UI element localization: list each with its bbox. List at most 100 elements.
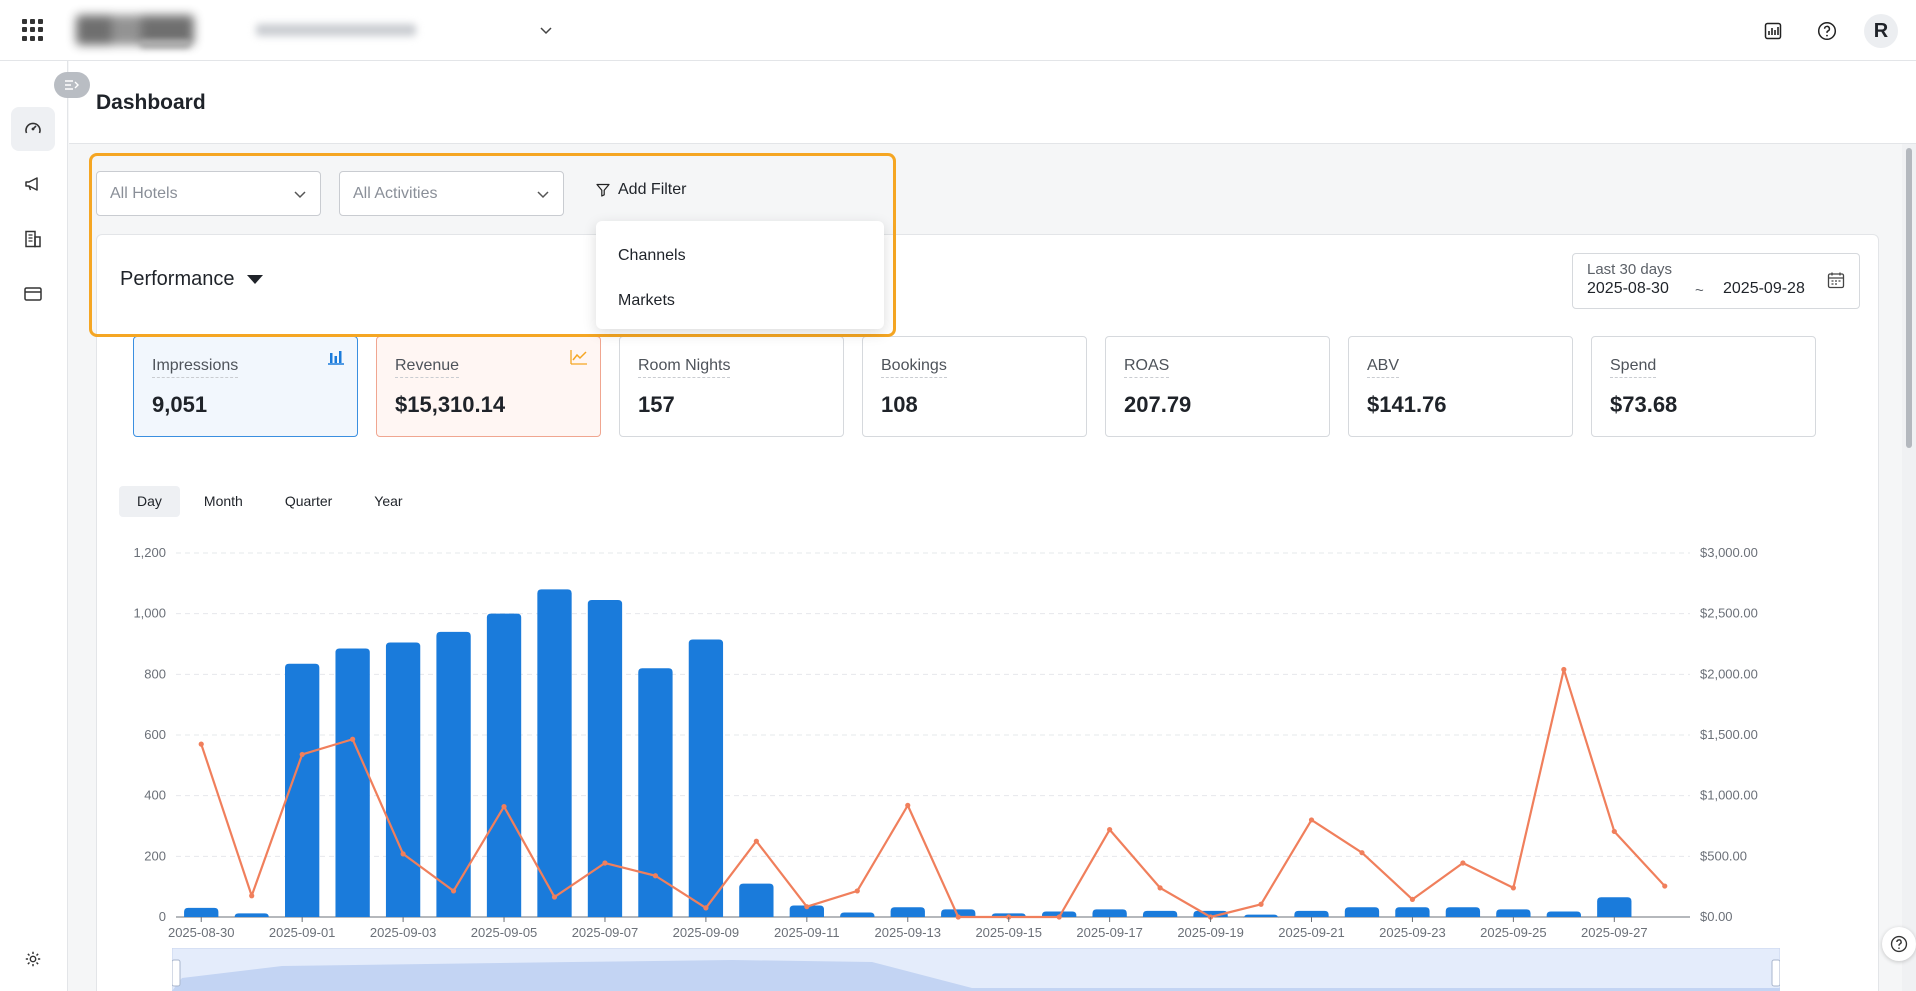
revenue-point (1662, 883, 1668, 889)
revenue-line (200, 668, 1666, 919)
y-left-tick-label: 1,200 (133, 545, 166, 560)
gear-icon (25, 951, 41, 967)
user-avatar[interactable]: R (1864, 14, 1898, 48)
zoom-handle-left[interactable] (172, 959, 181, 987)
chart-bar (1597, 897, 1632, 917)
chart-bar (436, 631, 471, 917)
chart-bar (486, 613, 522, 917)
performance-dropdown[interactable]: Performance (120, 268, 263, 291)
tab-quarter[interactable]: Quarter (284, 493, 333, 509)
zoom-handle-right[interactable] (1771, 959, 1780, 987)
chart-bar (688, 639, 724, 917)
activities-select-placeholder: All Activities (353, 185, 438, 202)
revenue-point (1510, 885, 1516, 891)
revenue-point (905, 802, 911, 808)
date-range-picker[interactable]: Last 30 days 2025-08-30 ~ 2025-09-28 (1572, 253, 1860, 309)
chart-bar (587, 600, 623, 917)
page-header: Dashboard (69, 61, 1916, 144)
property-selector[interactable] (248, 14, 560, 46)
sidebar-item-billing[interactable] (11, 272, 55, 316)
tab-year[interactable]: Year (374, 493, 403, 509)
bar-chart-icon (328, 351, 344, 365)
y-left-tick-label: 200 (144, 848, 166, 863)
add-filter-button[interactable]: Add Filter (596, 181, 686, 199)
date-range-end[interactable]: 2025-09-28 (1723, 280, 1805, 297)
help-icon[interactable] (1810, 14, 1844, 48)
revenue-point (1308, 817, 1315, 823)
sidebar-item-properties[interactable] (11, 217, 55, 261)
collapse-menu-icon (65, 80, 79, 90)
y-right-tick-label: $1,000.00 (1700, 788, 1758, 803)
building-icon (25, 230, 41, 248)
revenue-point (450, 888, 457, 894)
metric-value: 9,051 (152, 392, 208, 417)
chart-bar (1243, 914, 1279, 919)
chart-bar (234, 913, 269, 918)
chart-bar (285, 663, 320, 917)
sidebar-item-settings[interactable] (11, 937, 55, 981)
caret-down-icon (246, 275, 263, 284)
metric-card-room-nights[interactable]: Room Nights 157 (619, 336, 844, 437)
chart-bar (1344, 907, 1380, 917)
metric-card-abv[interactable]: ABV $141.76 (1348, 336, 1573, 437)
chart-bar (890, 907, 925, 917)
x-tick-label: 2025-09-19 (1177, 925, 1244, 940)
metric-value: $73.68 (1610, 392, 1678, 417)
revenue-point (1107, 827, 1113, 833)
sidebar-item-campaigns[interactable] (11, 162, 55, 206)
revenue-point (249, 893, 255, 899)
activities-select[interactable]: All Activities (339, 171, 564, 216)
menu-item-channels[interactable]: Channels (618, 247, 686, 264)
hotels-select[interactable]: All Hotels (96, 171, 321, 216)
revenue-point (753, 838, 759, 844)
x-tick-label: 2025-09-07 (572, 925, 639, 940)
sidebar-collapse-button[interactable] (54, 72, 90, 98)
sidebar-item-dashboard[interactable] (11, 107, 55, 151)
date-range-start[interactable]: 2025-08-30 (1587, 280, 1669, 297)
metric-card-roas[interactable]: ROAS 207.79 (1105, 336, 1330, 437)
metric-card-bookings[interactable]: Bookings 108 (862, 336, 1087, 437)
revenue-point (1409, 896, 1416, 903)
chart-bar (1042, 911, 1077, 917)
revenue-point (652, 873, 659, 879)
dashboard-gauge-icon (25, 122, 41, 134)
page-scrollbar[interactable] (1902, 144, 1916, 991)
y-left-tick-label: 600 (144, 727, 166, 742)
property-selector-value (256, 24, 416, 36)
revenue-point (198, 741, 204, 747)
x-tick-label: 2025-09-21 (1278, 925, 1345, 940)
revenue-point (602, 860, 608, 866)
chart-bar (537, 589, 572, 917)
chart-bar (789, 905, 824, 917)
report-icon[interactable] (1756, 14, 1790, 48)
tab-month[interactable]: Month (203, 493, 243, 509)
revenue-point (955, 914, 961, 920)
menu-item-markets[interactable]: Markets (618, 292, 675, 309)
revenue-point (501, 803, 507, 810)
chart-zoom-slider[interactable] (172, 948, 1780, 991)
chart-bar (1445, 907, 1481, 917)
metric-label: Revenue (395, 357, 460, 378)
metric-label: Spend (1610, 357, 1657, 378)
y-right-tick-label: $2,500.00 (1700, 606, 1758, 621)
apps-grid-icon[interactable] (22, 19, 44, 41)
chevron-down-icon (294, 191, 306, 199)
metric-card-spend[interactable]: Spend $73.68 (1591, 336, 1816, 437)
y-right-tick-label: $0.00 (1700, 909, 1733, 924)
add-filter-label: Add Filter (618, 181, 687, 198)
performance-title: Performance (120, 268, 235, 290)
tab-day[interactable]: Day (119, 486, 180, 517)
metric-card-revenue[interactable]: Revenue $15,310.14 (376, 336, 601, 437)
x-tick-label: 2025-09-01 (269, 925, 336, 940)
chart-bar (1546, 911, 1581, 917)
date-range-separator: ~ (1695, 282, 1704, 299)
revenue-point (1460, 860, 1466, 866)
metric-value: 108 (881, 392, 918, 417)
scrollbar-thumb[interactable] (1906, 148, 1912, 448)
revenue-point (1157, 885, 1163, 891)
revenue-point (350, 736, 356, 742)
y-left-tick-label: 1,000 (133, 606, 166, 621)
date-range-label: Last 30 days (1587, 261, 1673, 278)
metric-card-impressions[interactable]: Impressions 9,051 (133, 336, 358, 437)
floating-help-button[interactable] (1882, 927, 1916, 961)
